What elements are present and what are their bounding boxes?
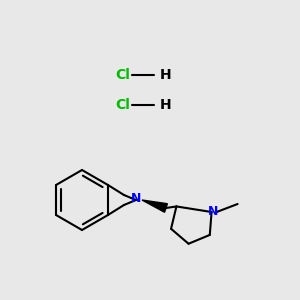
Text: Cl: Cl — [115, 98, 130, 112]
Text: Cl: Cl — [115, 68, 130, 82]
Text: H: H — [160, 68, 172, 82]
Text: H: H — [160, 98, 172, 112]
Polygon shape — [142, 200, 167, 212]
Text: N: N — [131, 193, 141, 206]
Text: N: N — [207, 205, 218, 218]
